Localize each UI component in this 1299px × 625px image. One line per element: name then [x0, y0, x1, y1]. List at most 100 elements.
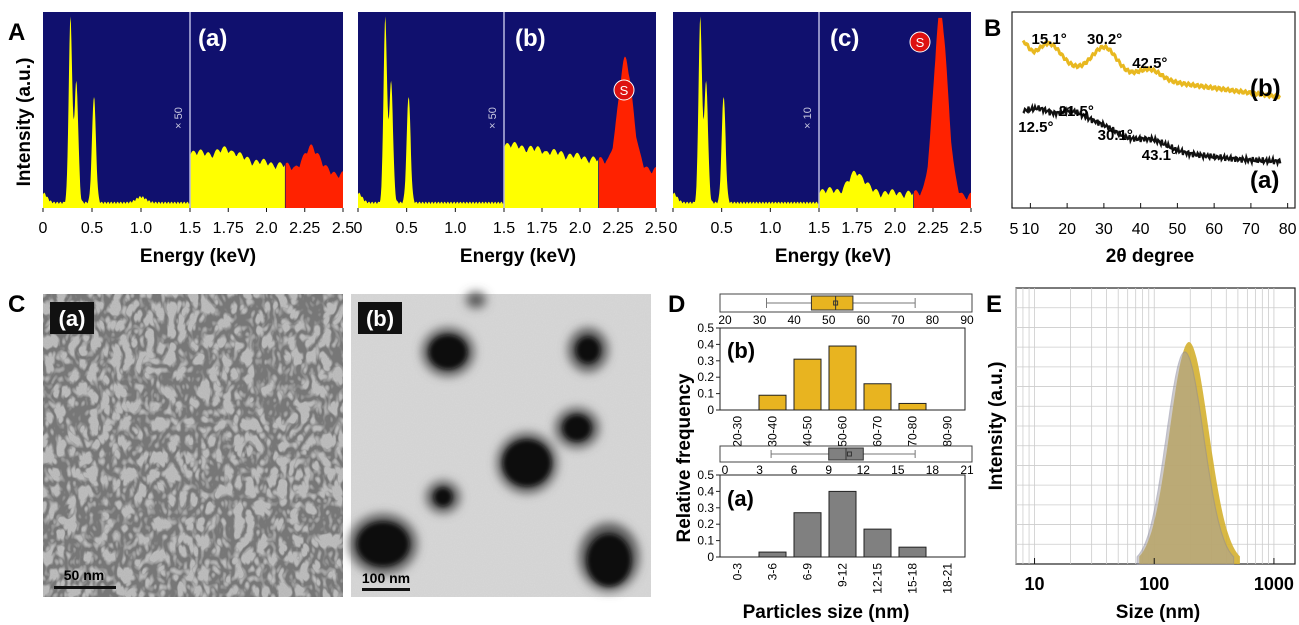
eds-tick-label: 1.0 [759, 220, 781, 237]
hist-xtick-label: 15-18 [906, 563, 920, 594]
hist-ytick-label: 0.4 [697, 484, 714, 498]
boxplot-tick-label: 70 [891, 313, 905, 327]
eds-sample-label: (b) [515, 25, 546, 52]
dls-tick-label: 1000 [1254, 574, 1294, 594]
xrd-peak-label: 42.5° [1132, 55, 1167, 72]
hist-series-label: (b) [727, 338, 755, 363]
eds-tick-label: 1.5 [808, 220, 830, 237]
eds-spectrum-c: × 10 (c) S 0 0.5 1.0 1.5 1.75 2.0 2.25 2.5 Ener… [669, 12, 982, 267]
hist-xtick-label: 40-50 [801, 416, 815, 447]
eds-low-energy-fill [43, 16, 190, 209]
eds-high-energy-fill [504, 141, 599, 208]
sulfur-badge-label: S [620, 83, 629, 98]
boxplot-tick-label: 60 [857, 313, 871, 327]
dls-ylabel: Intensity (a.u.) [986, 362, 1007, 491]
sulfur-badge [909, 31, 931, 53]
tem-a-label: (a) [59, 306, 86, 331]
xrd-series-label-b: (b) [1250, 75, 1281, 102]
xrd-tick-label: 70 [1242, 221, 1260, 238]
boxplot-tick-label: 12 [857, 463, 871, 477]
boxplot-tick-label: 50 [822, 313, 836, 327]
hist-bar [828, 490, 857, 558]
eds-tick-label: 2.25 [917, 220, 948, 237]
xrd-peak-label: 21.5° [1059, 103, 1094, 120]
xrd-tick-label: 60 [1205, 221, 1223, 238]
eds-tick-label: 1.75 [841, 220, 872, 237]
tem-image-b: (b) 100 nm [349, 292, 651, 597]
eds-break-label: × 50 [487, 107, 499, 129]
eds-high-energy-fill [819, 170, 914, 208]
panel-letter-a: A [8, 19, 25, 46]
xrd-series-label-a: (a) [1250, 167, 1279, 194]
tem-b-scale-label: 100 nm [362, 570, 410, 586]
xrd-peak-label: 15.1° [1032, 31, 1067, 48]
xrd-tick-label: 30 [1095, 221, 1113, 238]
hist-xtick-label: 18-21 [941, 563, 955, 594]
xrd-tick-label: 5 [1010, 221, 1019, 238]
boxplot-tick-label: 0 [722, 463, 729, 477]
hist-xtick-label: 80-90 [941, 416, 955, 447]
hist-ytick-label: 0.3 [697, 501, 714, 515]
boxplot-tick-label: 20 [718, 313, 732, 327]
xrd-peak-label: 30.2° [1087, 31, 1122, 48]
tem-b-scale-bar [362, 588, 410, 591]
boxplot-tick-label: 40 [787, 313, 801, 327]
eds-sulfur-peak [285, 144, 343, 208]
eds-tick-label: 1.75 [213, 220, 244, 237]
hist-bar [793, 358, 822, 411]
eds-tick-label: 2.5 [960, 220, 982, 237]
hist-xtick-label: 6-9 [801, 563, 815, 581]
hist-bar [863, 383, 892, 411]
tem-image-a: (a) 50 nm [43, 294, 343, 597]
xrd-frame [1011, 11, 1296, 209]
hist-ytick-label: 0 [707, 403, 714, 417]
hist-ylabel: Relative frequency [674, 373, 695, 542]
hist-ytick-label: 0.3 [697, 354, 714, 368]
hist-bar [793, 512, 822, 558]
eds-ylabel: Intensity (a.u.) [14, 58, 35, 187]
eds-low-energy-fill [358, 16, 504, 209]
xrd-line-a [1022, 102, 1282, 168]
boxplot-tick-label: 9 [825, 463, 832, 477]
hist-xtick-label: 0-3 [731, 563, 745, 581]
tem-a-scale-bar [54, 586, 116, 589]
xrd-tick-label: 40 [1132, 221, 1150, 238]
xrd-chart: 15.1° 30.2°42.5°12.5°21.5°30.1°43.1° (b) … [1010, 11, 1297, 267]
dls-tick-label: 10 [1025, 574, 1045, 594]
boxplot-mean [833, 300, 839, 306]
boxplot-tick-label: 3 [756, 463, 763, 477]
eds-tick-label: 1.5 [493, 220, 515, 237]
panel-letter-c: C [8, 291, 25, 318]
eds-tick-label: 1.75 [526, 220, 557, 237]
hist-bar [758, 551, 787, 558]
eds-tick-label: 0 [39, 220, 48, 237]
eds-spectrum-a: × 50 (a) 0 0.5 1.0 1.5 1.75 2.0 2.25 2.5 Energy… [39, 12, 354, 267]
dls-tick-label: 100 [1139, 574, 1169, 594]
dls-chart: 10 100 1000 Intensity (a.u.) Size (nm) [986, 287, 1296, 623]
eds-tick-label: 1.5 [179, 220, 201, 237]
hist-series-label: (a) [727, 486, 754, 511]
hist-bar [758, 394, 787, 411]
eds-tick-label: 2.0 [884, 220, 906, 237]
hist-xtick-label: 3-6 [766, 563, 780, 581]
xrd-tick-label: 50 [1168, 221, 1186, 238]
eds-tick-label: 0.5 [81, 220, 103, 237]
hist-ytick-label: 0.2 [697, 517, 714, 531]
hist-xtick-label: 12-15 [871, 563, 885, 594]
eds-spectrum-b: × 50 (b) S 0 0.5 1.0 1.5 1.75 2.0 2.25 2.5 Ener… [354, 12, 667, 267]
hist-ytick-label: 0 [707, 550, 714, 564]
panel-letter-b: B [984, 15, 1001, 42]
eds-xlabel: Energy (keV) [460, 246, 576, 267]
xrd-peak-label: 43.1° [1142, 147, 1177, 164]
hist-ytick-label: 0.2 [697, 370, 714, 384]
sulfur-badge-label: S [916, 35, 925, 50]
eds-tick-label: 0 [669, 220, 678, 237]
eds-xlabel: Energy (keV) [140, 246, 256, 267]
boxplot-tick-label: 30 [753, 313, 767, 327]
xrd-xlabel: 2θ degree [1106, 246, 1194, 267]
xrd-peak-label: 30.1° [1098, 127, 1133, 144]
eds-tick-label: 2.5 [332, 220, 354, 237]
eds-tick-label: 0 [354, 220, 363, 237]
hist-xtick-label: 50-60 [836, 416, 850, 447]
dls-area-a [1136, 351, 1235, 565]
